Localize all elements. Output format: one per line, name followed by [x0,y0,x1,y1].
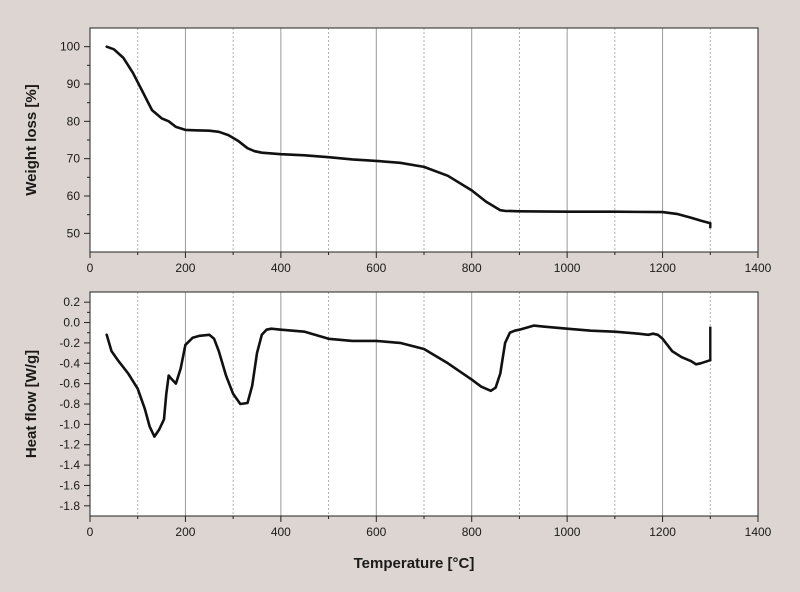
weight-loss-y-tick-label: 50 [67,226,81,240]
heat-flow-y-tick-label: -1.2 [59,438,80,452]
weight-loss-y-tick-label: 60 [67,189,81,203]
heat-flow-series-line [105,324,712,438]
weight-loss-y-axis-title: Weight loss [%] [23,84,40,195]
heat-flow-y-tick-label: -0.8 [59,397,80,411]
heat-flow-x-tick-label: 1000 [554,525,581,539]
heat-flow-y-tick-label: -0.4 [59,356,80,370]
heat-flow-x-tick-label: 1200 [649,525,676,539]
heat-flow-x-axis-title: Temperature [°C] [354,555,475,572]
heat-flow-x-tick-label: 600 [366,525,386,539]
heat-flow-y-tick-label: -1.8 [59,499,80,513]
weight-loss-x-tick-label: 1400 [745,261,772,275]
weight-loss-y-tick-label: 80 [67,114,81,128]
weight-loss-x-tick-label: 1000 [554,261,581,275]
heat-flow-y-tick-label: -1.4 [59,458,80,472]
weight-loss-series-line [105,45,712,225]
weight-loss-x-tick-label: 400 [271,261,291,275]
weight-loss-x-tick-label: 1200 [649,261,676,275]
weight-loss-y-tick-label: 90 [67,77,81,91]
heat-flow-x-tick-label: 0 [87,525,94,539]
heat-flow-y-tick-label: -0.2 [59,336,80,350]
heat-flow-y-tick-label: -0.6 [59,377,80,391]
weight-loss-y-tick-label: 70 [67,152,81,166]
heat-flow-y-axis-title: Heat flow [W/g] [23,350,40,458]
weight-loss-x-tick-label: 600 [366,261,386,275]
heat-flow-x-tick-label: 1400 [745,525,772,539]
heat-flow-panel: 0 200 400 600 800 1000 1200 1400 0.2 0.0 -0.2 -0.4 -… [23,291,772,572]
heat-flow-y-tick-label: 0.2 [63,295,80,309]
heat-flow-y-tick-label: -1.6 [59,478,80,492]
heat-flow-y-tick-label: -1.0 [59,417,80,431]
heat-flow-x-tick-label: 200 [175,525,195,539]
weight-loss-x-tick-label: 800 [462,261,482,275]
weight-loss-x-tick-label: 200 [175,261,195,275]
heat-flow-x-tick-label: 800 [462,525,482,539]
weight-loss-panel: 0 200 400 600 800 1000 1200 1400 50 60 70 80 90 100 We… [23,27,772,275]
weight-loss-x-tick-label: 0 [87,261,94,275]
heat-flow-x-tick-label: 400 [271,525,291,539]
heat-flow-y-tick-label: 0.0 [63,316,80,330]
weight-loss-y-tick-label: 100 [60,40,80,54]
